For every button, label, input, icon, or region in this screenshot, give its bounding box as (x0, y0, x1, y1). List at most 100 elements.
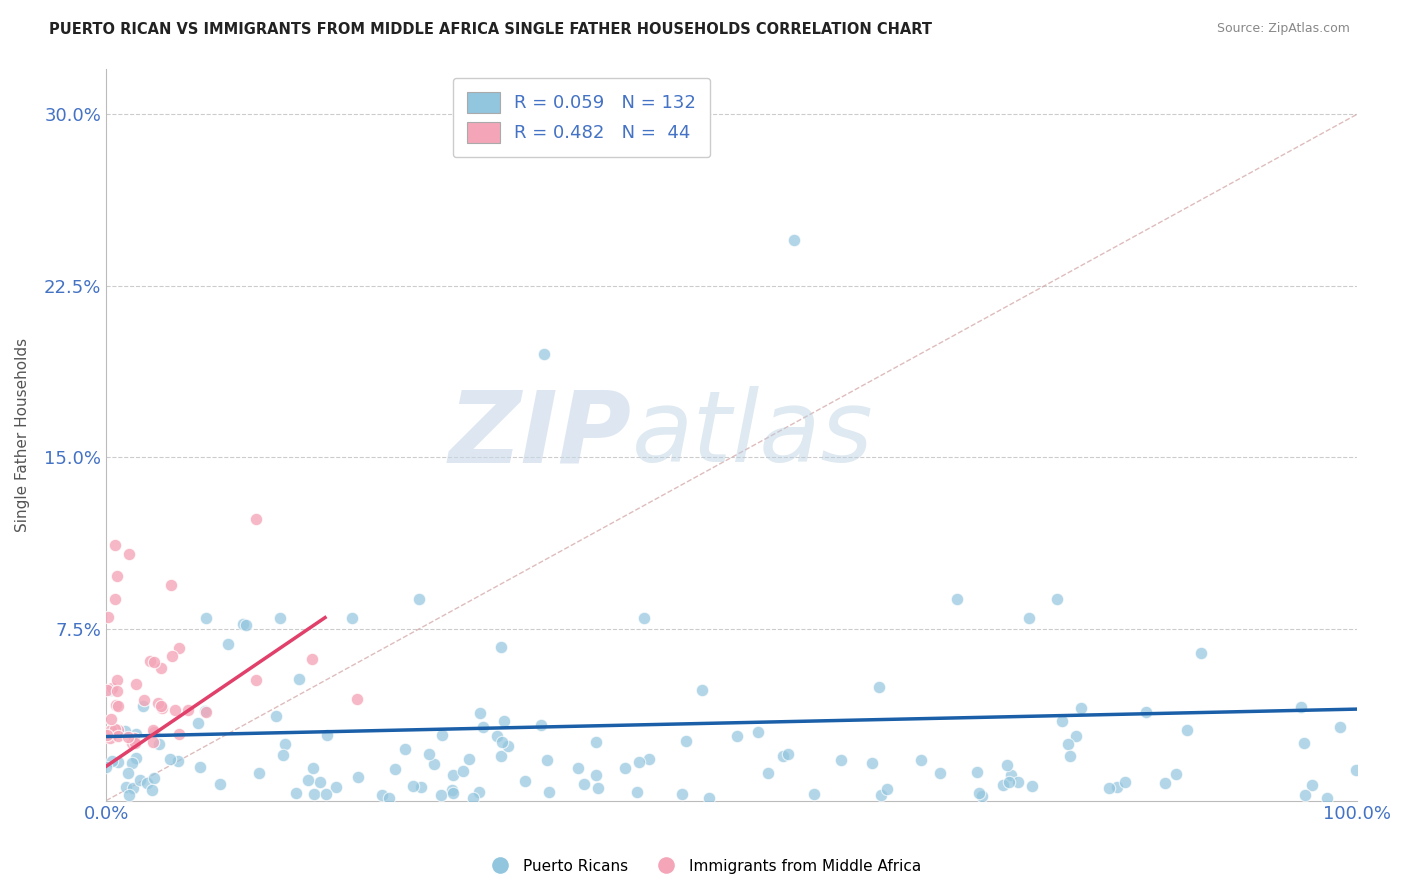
Point (876, 782, 898, 797)
Point (614, 761, 637, 775)
Point (778, 747, 800, 761)
Point (567, 761, 589, 775)
Point (315, 787, 337, 801)
Point (1164, 767, 1187, 781)
Point (107, 699, 129, 714)
Point (288, 672, 311, 686)
Point (98, 731, 121, 745)
Point (626, 785, 648, 799)
Point (100, 683, 122, 698)
Point (772, 748, 794, 763)
Point (585, 735, 607, 749)
Point (100, 681, 122, 696)
Point (411, 780, 433, 794)
Point (346, 692, 368, 706)
Point (187, 716, 209, 731)
Point (121, 756, 143, 770)
Point (472, 720, 495, 734)
Legend: R = 0.059   N = 132, R = 0.482   N =  44: R = 0.059 N = 132, R = 0.482 N = 44 (453, 78, 710, 157)
Point (1329, 720, 1351, 734)
Point (513, 774, 536, 789)
Point (264, 709, 287, 723)
Point (150, 700, 173, 714)
Point (1007, 774, 1029, 789)
Point (418, 747, 440, 762)
Point (297, 772, 319, 787)
Point (440, 782, 463, 797)
Point (177, 703, 200, 717)
Point (245, 673, 267, 688)
Point (533, 347, 555, 361)
Point (1059, 749, 1081, 764)
Point (107, 756, 129, 770)
Point (115, 780, 138, 794)
Point (269, 610, 291, 624)
Point (131, 698, 153, 713)
Point (377, 791, 399, 805)
Point (830, 753, 852, 767)
Point (697, 791, 720, 805)
Point (103, 722, 125, 736)
Point (756, 766, 779, 780)
Point (468, 706, 491, 721)
Point (208, 776, 231, 790)
Point (142, 735, 165, 749)
Point (122, 780, 145, 795)
Point (967, 786, 990, 800)
Point (1154, 776, 1177, 790)
Point (441, 786, 464, 800)
Point (1135, 706, 1157, 720)
Point (638, 752, 661, 766)
Point (96, 728, 118, 742)
Legend: Puerto Ricans, Immigrants from Middle Africa: Puerto Ricans, Immigrants from Middle Af… (478, 853, 928, 880)
Point (104, 592, 127, 607)
Point (441, 768, 464, 782)
Point (124, 731, 146, 746)
Point (485, 730, 508, 744)
Point (139, 654, 162, 668)
Point (408, 592, 430, 607)
Point (128, 773, 150, 788)
Point (803, 787, 825, 801)
Text: Source: ZipAtlas.com: Source: ZipAtlas.com (1216, 22, 1350, 36)
Point (232, 617, 254, 632)
Point (325, 780, 347, 795)
Point (302, 760, 325, 774)
Point (194, 610, 217, 624)
Point (1294, 788, 1316, 802)
Point (149, 699, 172, 714)
Point (536, 753, 558, 767)
Point (1070, 700, 1092, 714)
Point (315, 728, 337, 742)
Point (457, 752, 479, 766)
Point (125, 676, 148, 690)
Point (160, 648, 183, 663)
Point (1114, 775, 1136, 789)
Point (340, 610, 363, 624)
Point (143, 771, 166, 785)
Point (1056, 737, 1078, 751)
Point (148, 737, 170, 751)
Point (142, 725, 165, 739)
Point (423, 756, 446, 771)
Point (308, 775, 330, 789)
Point (585, 768, 607, 782)
Point (1046, 592, 1069, 607)
Point (1021, 780, 1043, 794)
Point (107, 729, 129, 743)
Point (430, 727, 453, 741)
Point (96, 683, 118, 698)
Point (394, 742, 416, 756)
Point (1018, 610, 1040, 624)
Point (117, 730, 139, 744)
Point (274, 737, 297, 751)
Point (235, 618, 257, 632)
Point (245, 512, 267, 526)
Text: PUERTO RICAN VS IMMIGRANTS FROM MIDDLE AFRICA SINGLE FATHER HOUSEHOLDS CORRELATI: PUERTO RICAN VS IMMIGRANTS FROM MIDDLE A… (49, 22, 932, 37)
Point (401, 779, 423, 793)
Point (194, 705, 217, 719)
Point (104, 698, 127, 712)
Point (588, 781, 610, 796)
Point (945, 592, 967, 607)
Point (142, 655, 165, 669)
